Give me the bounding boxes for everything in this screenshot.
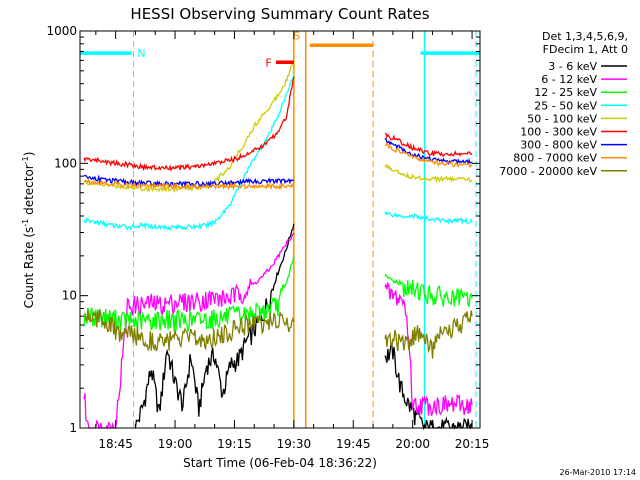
x-axis-label: Start Time (06-Feb-04 18:36:22) [183, 456, 377, 470]
chart-title: HESSI Observing Summary Count Rates [130, 5, 429, 23]
flag-bars: N F S [80, 29, 480, 69]
series-800-7000-kev-part-0 [83, 177, 295, 192]
legend-label-3-6-kev: 3 - 6 keV [548, 60, 597, 73]
series-50-100-kev-part-1 [384, 163, 473, 184]
series-12-25-kev-part-0 [83, 255, 295, 332]
legend: Det 1,3,4,5,6,9,FDecim 1, Att 0 3 - 6 keV… [499, 30, 628, 178]
y-axis-label: Count Rate (s-1 detector-1) [21, 152, 36, 309]
series-7000-20000-kev-part-0 [83, 309, 295, 352]
y-tick-label-100: 100 [54, 156, 77, 170]
y-tick-label-10: 10 [62, 289, 77, 303]
x-axis-ticks: 18:45 19:00 19:15 19:30 19:45 20:00 20:15 [95, 31, 490, 451]
series-800-7000-kev-part-1 [384, 142, 473, 168]
series-50-100-kev-part-0 [83, 60, 295, 194]
annotation-lines [132, 31, 477, 428]
x-tick-label-19-15: 19:15 [217, 437, 252, 451]
legend-label-25-50-kev: 25 - 50 keV [534, 99, 597, 112]
flag-label-n: N [137, 47, 145, 60]
legend-header-0: Det 1,3,4,5,6,9, [542, 30, 628, 43]
y-tick-label-1000: 1000 [46, 24, 77, 38]
legend-header-1: FDecim 1, Att 0 [543, 43, 628, 56]
series-7000-20000-kev-part-1 [384, 310, 473, 359]
legend-label-800-7000-kev: 800 - 7000 keV [513, 152, 597, 165]
series-6-12-kev-part-0 [83, 232, 295, 430]
legend-label-7000-20000-kev: 7000 - 20000 keV [499, 165, 597, 178]
series-group [83, 60, 473, 431]
series-300-800-kev-part-0 [83, 174, 295, 189]
legend-label-50-100-kev: 50 - 100 keV [527, 112, 597, 125]
x-tick-label-18-45: 18:45 [98, 437, 133, 451]
flag-label-f: F [265, 56, 271, 69]
x-tick-label-19-45: 19:45 [336, 437, 371, 451]
series-300-800-kev-part-1 [384, 137, 473, 165]
series-25-50-kev-part-1 [384, 211, 473, 225]
x-tick-label-19-30: 19:30 [277, 437, 312, 451]
series-100-300-kev-part-1 [384, 132, 473, 158]
series-12-25-kev-part-1 [384, 273, 473, 308]
y-axis-ticks: 1 10 100 1000 [46, 24, 480, 435]
series-100-300-kev-part-0 [83, 76, 295, 172]
x-tick-label-20-15: 20:15 [455, 437, 490, 451]
x-tick-label-19-00: 19:00 [158, 437, 193, 451]
x-tick-label-20-00: 20:00 [395, 437, 430, 451]
flag-label-s: S [293, 29, 300, 42]
legend-label-12-25-kev: 12 - 25 keV [534, 86, 597, 99]
plot-frame [79, 30, 481, 429]
series-25-50-kev-part-0 [83, 73, 295, 231]
legend-label-6-12-kev: 6 - 12 keV [541, 73, 597, 86]
legend-label-300-800-kev: 300 - 800 keV [520, 139, 597, 152]
footer-timestamp: 26-Mar-2010 17:14 [560, 468, 637, 477]
y-tick-label-1: 1 [69, 421, 77, 435]
legend-label-100-300-kev: 100 - 300 keV [520, 126, 597, 139]
series-6-12-kev-part-1 [384, 281, 473, 416]
